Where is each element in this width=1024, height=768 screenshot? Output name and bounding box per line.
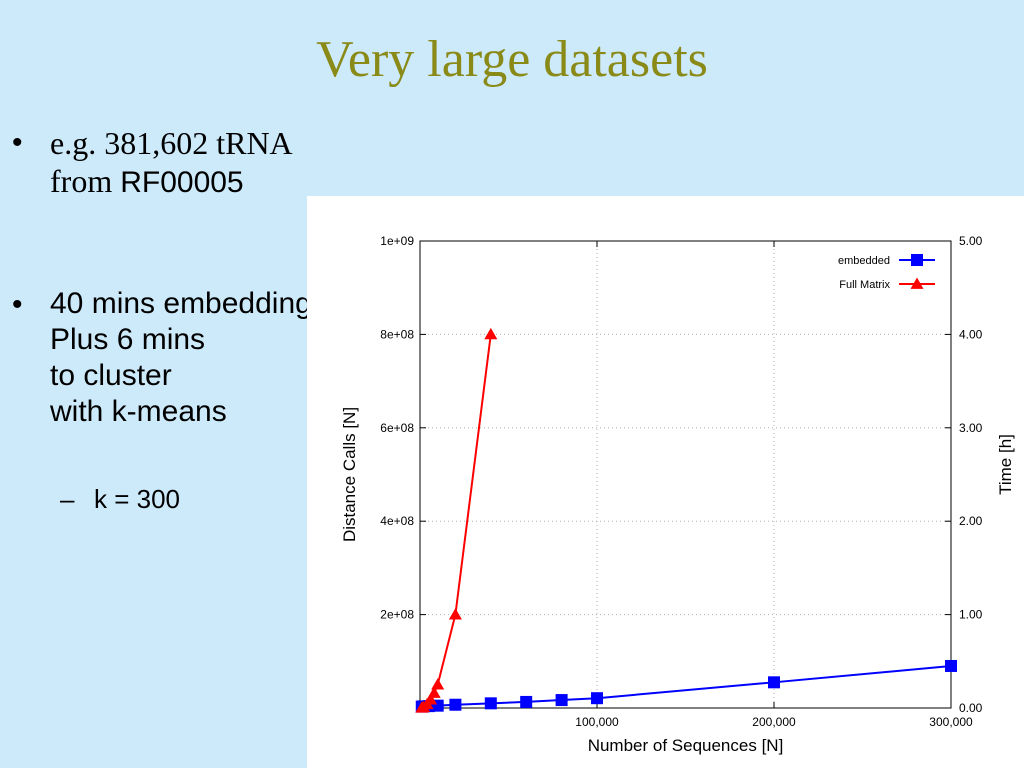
sub-bullet-marker: – (60, 484, 75, 514)
data-point (945, 659, 957, 672)
grid (420, 240, 952, 708)
y2-tick-label: 4.00 (959, 327, 983, 341)
legend-marker (911, 254, 923, 266)
bullet-text: 40 mins embedding (50, 287, 312, 320)
legend: embedded Full Matrix (838, 254, 935, 291)
data-point (449, 698, 462, 711)
y2-tick-label: 0.00 (959, 701, 983, 715)
data-point (591, 692, 603, 705)
y-tick-label: 2e+08 (380, 608, 414, 622)
data-point (484, 697, 497, 710)
data-point (555, 694, 568, 707)
data-point (768, 676, 780, 689)
bullet-text: Plus 6 mins (50, 323, 206, 356)
bullet-text: e.g. 381,602 tRNA (50, 125, 293, 161)
y-tick-label: 4e+08 (380, 514, 414, 528)
plot-frame (419, 240, 952, 709)
bullet-marker: • (12, 126, 23, 159)
data-point (424, 693, 438, 705)
y-tick-label: 1e+09 (380, 234, 414, 248)
series-line (421, 664, 952, 708)
y-tick-label: 8e+08 (380, 327, 414, 341)
y2-tick-label: 3.00 (959, 421, 983, 435)
legend-label: Full Matrix (839, 279, 890, 291)
chart-panel: 100,000 200,000 300,000 2e+08 4e+08 6e+08 8e+0… (307, 196, 1024, 768)
x-axis-label: Number of Sequences [N] (588, 736, 784, 755)
y2-tick-label: 2.00 (959, 514, 983, 528)
y-tick-label: 6e+08 (380, 421, 414, 435)
series-group (415, 327, 957, 713)
data-point (484, 327, 498, 340)
distance-calls-chart: 100,000 200,000 300,000 2e+08 4e+08 6e+08 8e+0… (340, 234, 1015, 755)
x-tick-label: 200,000 (752, 715, 796, 729)
bullet-text-code: RF00005 (120, 166, 244, 199)
y2-tick-label: 5.00 (959, 234, 983, 248)
axis-ticks: 100,000 200,000 300,000 2e+08 4e+08 6e+08 8e+0… (380, 234, 982, 729)
bullet-text: with k-means (50, 395, 227, 428)
data-point (520, 695, 533, 708)
bullet-text-line: from RF00005 (50, 162, 244, 201)
x-tick-label: 100,000 (575, 715, 619, 729)
series-embedded (415, 659, 957, 713)
y2-tick-label: 1.00 (959, 608, 983, 622)
bullet-text: to cluster (50, 359, 172, 392)
data-point (448, 608, 462, 620)
y-axis-label: Distance Calls [N] (340, 407, 359, 542)
legend-marker (910, 277, 924, 289)
data-point (427, 686, 441, 698)
series-full-matrix (415, 327, 498, 713)
y2-axis-label: Time [h] (996, 434, 1015, 495)
bullet-marker: • (12, 288, 23, 321)
data-point (431, 678, 445, 690)
bullet-text-part: from (50, 163, 121, 199)
sub-bullet-text: k = 300 (94, 484, 181, 514)
slide-title: Very large datasets (316, 31, 708, 88)
x-tick-label: 300,000 (929, 715, 973, 729)
legend-label: embedded (838, 255, 890, 267)
